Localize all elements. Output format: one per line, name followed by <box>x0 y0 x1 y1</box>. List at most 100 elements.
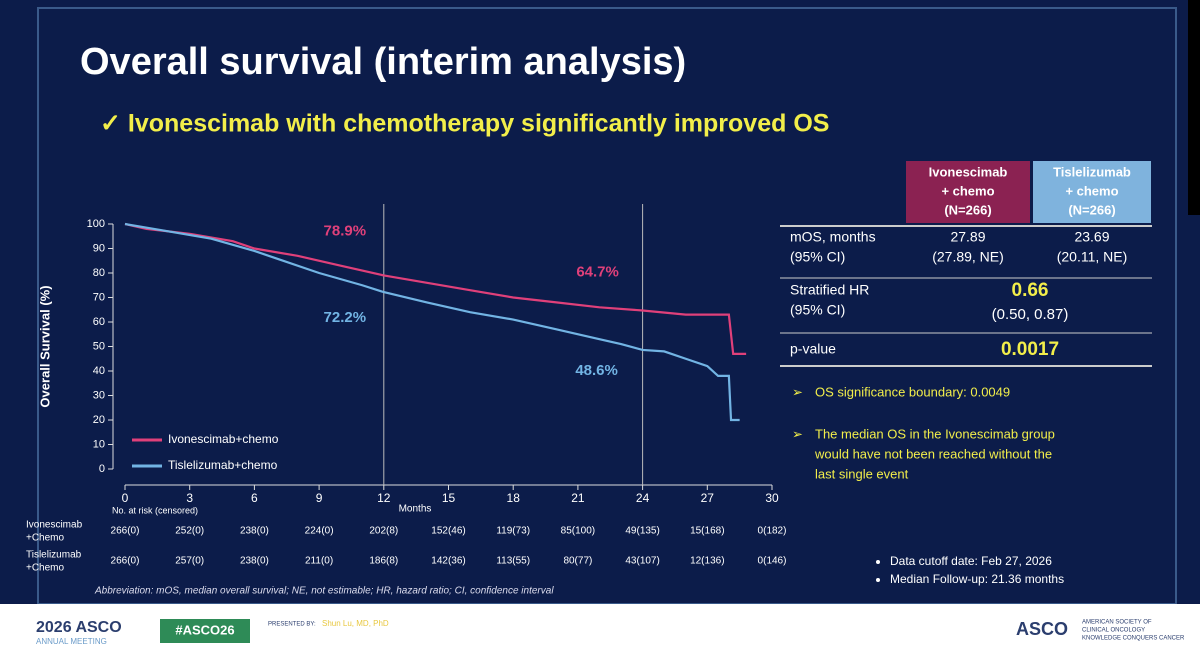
note-dot <box>876 578 880 582</box>
risk-value: 12(136) <box>690 556 724 567</box>
risk-value: 113(55) <box>496 556 530 567</box>
x-tick-label: 12 <box>377 491 391 505</box>
risk-value: 0(182) <box>758 526 787 537</box>
x-tick-label: 30 <box>765 491 779 505</box>
note-dot <box>876 560 880 564</box>
x-tick-label: 0 <box>122 491 129 505</box>
bullet-marker: ➢ <box>792 426 803 441</box>
header-text: + chemo <box>1065 183 1118 198</box>
x-tick-label: 6 <box>251 491 258 505</box>
risk-value: 85(100) <box>561 526 595 537</box>
header-text: (N=266) <box>1068 202 1115 217</box>
merged-cell: (0.50, 0.87) <box>992 306 1069 323</box>
cell: 23.69 <box>1074 229 1109 245</box>
y-tick-label: 0 <box>99 463 105 475</box>
x-tick-label: 9 <box>316 491 323 505</box>
bullet-text: would have not been reached without the <box>814 446 1052 461</box>
row-label: (95% CI) <box>790 302 845 318</box>
x-tick-label: 27 <box>701 491 715 505</box>
cell: (27.89, NE) <box>932 249 1004 265</box>
y-tick-label: 80 <box>93 267 105 279</box>
subtitle: ✓ Ivonescimab with chemotherapy signific… <box>100 110 829 138</box>
risk-value: 211(0) <box>305 556 333 567</box>
risk-row-label: +Chemo <box>26 533 65 544</box>
x-tick-label: 21 <box>571 491 585 505</box>
risk-value: 257(0) <box>175 556 204 567</box>
risk-row-label: Ivonescimab <box>26 520 83 531</box>
y-axis-label: Overall Survival (%) <box>37 285 52 407</box>
society: ASCO <box>1016 619 1068 639</box>
meeting: 2026 ASCO <box>36 619 122 636</box>
edge <box>1188 0 1200 215</box>
y-tick-label: 70 <box>93 291 105 303</box>
bullet-text: The median OS in the Ivonescimab group <box>815 426 1055 441</box>
risk-value: 152(46) <box>431 526 465 537</box>
risk-value: 15(168) <box>690 526 724 537</box>
survival-curve <box>124 222 747 355</box>
presenter-label: PRESENTED BY: <box>268 622 316 628</box>
header-cell <box>906 161 1030 223</box>
header-text: (N=266) <box>944 202 991 217</box>
header-cell <box>1033 161 1151 223</box>
row-label: (95% CI) <box>790 249 845 265</box>
survival-label: 78.9% <box>324 223 367 240</box>
society-sub: AMERICAN SOCIETY OF <box>1082 620 1152 626</box>
survival-label: 72.2% <box>324 309 367 326</box>
risk-value: 224(0) <box>305 526 334 537</box>
survival-label: 48.6% <box>575 362 618 379</box>
risk-value: 0(146) <box>758 556 787 567</box>
note: Data cutoff date: Feb 27, 2026 <box>890 554 1052 568</box>
hashtag-box <box>160 619 250 643</box>
bullet-text: last single event <box>815 466 909 481</box>
risk-value: 142(36) <box>431 556 465 567</box>
y-tick-label: 100 <box>87 218 105 230</box>
y-tick-label: 60 <box>93 316 105 328</box>
risk-value: 202(8) <box>369 526 398 537</box>
title: Overall survival (interim analysis) <box>80 41 686 83</box>
meeting-sub: ANNUAL MEETING <box>36 637 107 646</box>
bullet-text: OS significance boundary: 0.0049 <box>815 384 1010 399</box>
hashtag: #ASCO26 <box>175 622 234 637</box>
footnote: Abbreviation: mOS, median overall surviv… <box>94 586 554 597</box>
risk-title: No. at risk (censored) <box>112 505 198 515</box>
risk-value: 49(135) <box>625 526 659 537</box>
y-tick-label: 30 <box>93 389 105 401</box>
risk-value: 238(0) <box>240 526 269 537</box>
header-text: Tislelizumab <box>1053 164 1131 179</box>
header-text: + chemo <box>941 183 994 198</box>
note: Median Follow-up: 21.36 months <box>890 572 1064 586</box>
y-tick-label: 50 <box>93 340 105 352</box>
row-label: mOS, months <box>790 229 876 245</box>
y-tick-label: 10 <box>93 438 105 450</box>
survival-curve <box>124 222 740 422</box>
y-tick-label: 20 <box>93 414 105 426</box>
risk-value: 266(0) <box>111 556 140 567</box>
bullet-marker: ➢ <box>792 384 803 399</box>
merged-cell: 0.66 <box>1012 280 1049 301</box>
risk-value: 80(77) <box>563 556 592 567</box>
x-tick-label: 3 <box>186 491 193 505</box>
presenter-name: Shun Lu, MD, PhD <box>322 619 389 628</box>
y-tick-label: 90 <box>93 242 105 254</box>
risk-row-label: Tislelizumab <box>26 550 82 561</box>
society-sub: CLINICAL ONCOLOGY <box>1082 628 1145 634</box>
risk-row-label: +Chemo <box>26 563 65 574</box>
y-tick-label: 40 <box>93 365 105 377</box>
merged-cell: 0.0017 <box>1001 339 1059 360</box>
risk-value: 186(8) <box>369 556 398 567</box>
header-text: Ivonescimab <box>929 164 1008 179</box>
risk-value: 252(0) <box>175 526 204 537</box>
risk-value: 119(73) <box>496 526 530 537</box>
x-tick-label: 15 <box>442 491 456 505</box>
row-label: p-value <box>790 341 836 357</box>
x-tick-label: 24 <box>636 491 650 505</box>
legend-label: Ivonescimab+chemo <box>168 432 279 446</box>
risk-value: 238(0) <box>240 556 269 567</box>
society-sub: KNOWLEDGE CONQUERS CANCER <box>1082 636 1185 642</box>
x-axis-label: Months <box>399 504 432 515</box>
risk-value: 43(107) <box>625 556 659 567</box>
legend-label: Tislelizumab+chemo <box>168 458 278 472</box>
